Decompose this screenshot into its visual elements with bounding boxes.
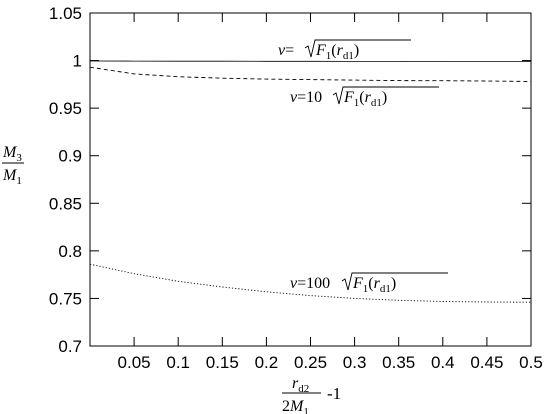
x-tick-label: 0.4	[431, 353, 455, 372]
tick-marks	[90, 12, 532, 347]
annotation-2-sqrt: F1(rd1)	[332, 86, 439, 109]
annotation-2-r: r	[365, 89, 372, 106]
series-3-annotation: v=100 F1(rd1)	[290, 272, 448, 295]
x-tick-label: 0.45	[470, 353, 503, 372]
svg-text:v=: v=	[278, 42, 294, 59]
x-tick-label: 0.05	[118, 353, 151, 372]
xlabel-suffix: -1	[327, 384, 341, 403]
ylabel-num-sub: 3	[16, 152, 22, 164]
annotation-2-r-sub: d1	[371, 97, 382, 109]
annotation-2-F: F	[343, 89, 354, 106]
annotation-1-var: v	[278, 42, 286, 59]
xlabel-num-sub: d2	[298, 383, 309, 395]
annotation-2-var: v	[290, 89, 298, 106]
annotation-3-eq: =	[297, 275, 306, 292]
sqrt-icon	[341, 272, 448, 291]
xlabel-den: M	[289, 398, 305, 414]
annotation-1-F: F	[315, 42, 326, 59]
annotation-3-r-sub: d1	[380, 283, 391, 295]
x-tick-label: 0.15	[206, 353, 239, 372]
annotation-1-r: r	[337, 42, 344, 59]
x-axis-label: rd2 2M1 -1	[282, 375, 341, 414]
annotation-3-coef: 100	[306, 275, 330, 292]
annotation-3-F: F	[352, 275, 363, 292]
sqrt-icon	[304, 39, 411, 58]
series-2-annotation: v=10 F1(rd1)	[290, 86, 439, 109]
svg-text:F1(rd1): F1(rd1)	[352, 275, 396, 295]
plot-frame	[89, 12, 532, 347]
annotation-2-coef: 10	[306, 89, 322, 106]
svg-text:2M1: 2M1	[282, 398, 309, 414]
annotation-1-sqrt: F1(rd1)	[304, 39, 411, 62]
y-tick-labels: 0.7 0.75 0.8 0.85 0.9 0.95 1 1.05	[49, 4, 82, 356]
y-tick-label: 0.95	[49, 99, 82, 118]
x-tick-labels: 0.05 0.1 0.15 0.2 0.25 0.3 0.35 0.4 0.45 0.5	[118, 353, 543, 372]
ylabel-den-sub: 1	[16, 175, 22, 187]
x-tick-label: 0.2	[255, 353, 279, 372]
x-tick-label: 0.5	[519, 353, 543, 372]
ylabel-num: M	[2, 144, 18, 161]
y-axis-label: M3 M1	[2, 144, 24, 187]
ylabel-den: M	[2, 167, 18, 184]
annotation-3-F-sub: 1	[363, 283, 369, 295]
x-tick-label: 0.35	[382, 353, 415, 372]
series-1-line	[89, 60, 531, 62]
xlabel-den-coef: 2	[282, 398, 290, 414]
annotation-1-F-sub: 1	[326, 50, 332, 62]
y-tick-label: 0.8	[58, 242, 82, 261]
annotation-1-eq: =	[285, 42, 294, 59]
svg-text:M3: M3	[2, 144, 22, 164]
svg-text:F1(rd1): F1(rd1)	[315, 42, 359, 62]
svg-text:F1(rd1): F1(rd1)	[343, 89, 387, 109]
y-tick-label: 0.9	[58, 147, 82, 166]
series-1-annotation: v= F1(rd1)	[278, 39, 411, 62]
svg-text:v=100: v=100	[290, 275, 330, 292]
series-lines	[89, 60, 532, 303]
annotation-2-F-sub: 1	[354, 97, 360, 109]
y-tick-label: 1	[73, 52, 82, 71]
y-tick-label: 1.05	[49, 4, 82, 23]
y-tick-label: 0.85	[49, 194, 82, 213]
annotation-3-sqrt: F1(rd1)	[341, 272, 448, 295]
svg-text:rd2: rd2	[292, 375, 309, 395]
xlabel-num: r	[292, 375, 299, 392]
xlabel-den-sub: 1	[303, 406, 309, 414]
svg-text:v=10: v=10	[290, 89, 322, 106]
sqrt-icon	[332, 86, 439, 105]
series-2-line	[89, 66, 532, 82]
y-tick-label: 0.75	[49, 289, 82, 308]
annotation-3-r: r	[374, 275, 381, 292]
x-tick-label: 0.1	[166, 353, 190, 372]
x-tick-label: 0.3	[343, 353, 367, 372]
y-tick-label: 0.7	[58, 337, 82, 356]
annotation-3-var: v	[290, 275, 298, 292]
annotation-1-r-sub: d1	[343, 50, 354, 62]
svg-text:M1: M1	[2, 167, 22, 187]
annotation-2-eq: =	[297, 89, 306, 106]
x-tick-label: 0.25	[294, 353, 327, 372]
